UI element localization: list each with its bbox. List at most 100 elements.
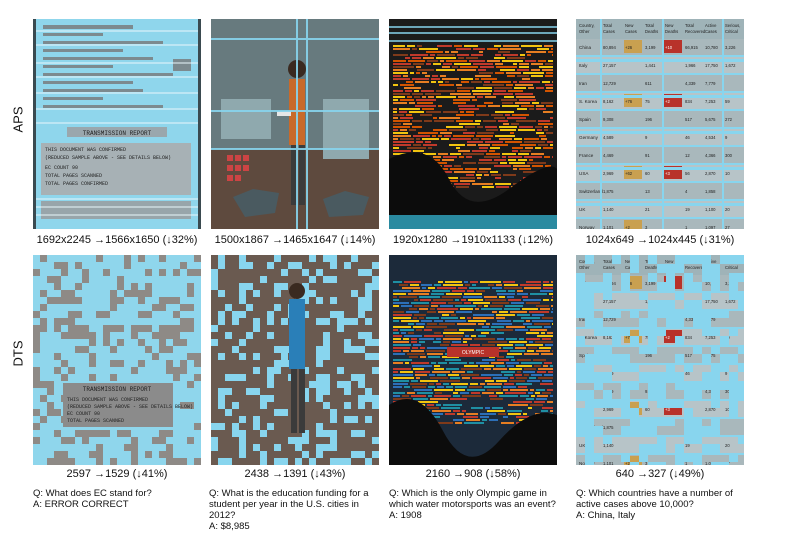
table-cell: 4	[685, 189, 688, 194]
token-patch	[576, 372, 585, 381]
table-header-cell: Recovered	[685, 29, 706, 34]
token-patch	[738, 381, 744, 390]
token-patch	[61, 437, 68, 444]
stripe-mark	[428, 413, 443, 415]
stripe-mark	[504, 308, 520, 310]
stripe-mark	[484, 156, 500, 158]
stripe-mark	[461, 299, 466, 301]
stripe-mark	[407, 147, 426, 149]
stripe-mark	[552, 54, 553, 56]
stripe-mark	[432, 410, 451, 412]
stripe-mark	[437, 54, 455, 56]
stripe-mark	[412, 365, 432, 367]
token-patch	[225, 304, 232, 311]
stripe-mark	[412, 48, 417, 50]
stripe-mark	[425, 141, 431, 143]
token-patch	[711, 390, 720, 399]
stripe-mark	[524, 141, 545, 143]
stripe-mark	[481, 78, 497, 80]
stripe-mark	[544, 129, 548, 131]
aps-document-panel: TRANSMISSION REPORT THIS DOCUMENT WAS CO…	[33, 19, 201, 229]
token-patch	[648, 318, 657, 327]
stripe-mark	[411, 302, 429, 304]
stripe-mark	[496, 66, 517, 68]
stripe-mark	[485, 380, 494, 382]
stripe-mark	[393, 293, 406, 295]
token-patch	[666, 372, 675, 381]
stripe-mark	[393, 335, 402, 337]
table-cell: France	[579, 153, 594, 158]
token-patch	[358, 451, 365, 458]
token-patch	[267, 374, 274, 381]
token-patch	[47, 276, 54, 283]
stripe-mark	[413, 135, 430, 137]
stripe-mark	[393, 311, 404, 313]
token-patch	[702, 381, 711, 390]
stripe-mark	[446, 386, 453, 388]
stripe-mark	[502, 102, 513, 104]
stripe-mark	[473, 93, 491, 95]
token-patch	[194, 255, 201, 262]
token-patch	[40, 318, 47, 325]
stripe-mark	[446, 60, 467, 62]
token-patch	[180, 318, 187, 325]
stripe-mark	[506, 72, 521, 74]
stripe-mark	[532, 102, 539, 104]
stripe-mark	[543, 147, 553, 149]
table-cell: 4,366	[705, 153, 716, 158]
stripe-mark	[543, 287, 553, 289]
token-patch	[702, 426, 711, 435]
token-patch	[720, 462, 729, 465]
table-cell: 27,157	[603, 63, 616, 68]
stripe-mark	[468, 320, 486, 322]
stripe-mark	[519, 338, 524, 340]
stripe-mark	[443, 284, 463, 286]
stripe-mark	[393, 374, 413, 376]
token-patch	[54, 458, 61, 465]
stripe-mark	[434, 320, 443, 322]
stripe-mark	[427, 404, 434, 406]
token-patch	[68, 325, 75, 332]
token-patch	[173, 367, 180, 374]
stripe-mark	[457, 87, 474, 89]
stripe-mark	[504, 383, 514, 385]
token-patch	[330, 416, 337, 423]
table-header-cell: New	[665, 23, 674, 28]
token-patch	[693, 417, 702, 426]
token-patch	[621, 390, 630, 399]
stripe-mark	[431, 78, 440, 80]
stripe-mark	[419, 338, 434, 340]
token-patch	[110, 360, 117, 367]
stripe-mark	[513, 165, 530, 167]
stripe-mark	[454, 183, 470, 185]
stripe-mark	[476, 329, 495, 331]
stripe-mark	[518, 153, 529, 155]
stripe-mark	[455, 422, 462, 424]
stripe-mark	[393, 338, 401, 340]
stripe-mark	[530, 404, 543, 406]
table-header-cell: Critical	[725, 29, 738, 34]
token-patch	[675, 336, 684, 345]
stripe-mark	[413, 344, 421, 346]
token-patch	[274, 360, 281, 367]
stripe-mark	[393, 296, 397, 298]
table-cell: S. Korea	[579, 335, 597, 340]
table-cell: 5,675	[705, 117, 716, 122]
aps-covid-table-image: Country,OtherTotalCasesNewCasesTotalDeat…	[576, 19, 744, 229]
stripe-mark	[426, 111, 441, 113]
table-cell: 20	[725, 443, 730, 448]
table-cell: +2	[625, 461, 630, 465]
stripe-mark	[411, 341, 417, 343]
stripe-mark	[525, 147, 533, 149]
stripe-mark	[415, 371, 430, 373]
token-patch	[218, 402, 225, 409]
token-patch	[246, 388, 253, 395]
token-patch	[33, 367, 40, 374]
stripe-mark	[412, 78, 429, 80]
stripe-mark	[393, 129, 398, 131]
stripe-mark	[547, 332, 553, 334]
stripe-mark	[481, 138, 491, 140]
stripe-mark	[527, 350, 534, 352]
stripe-mark	[442, 78, 459, 80]
stripe-mark	[484, 386, 501, 388]
